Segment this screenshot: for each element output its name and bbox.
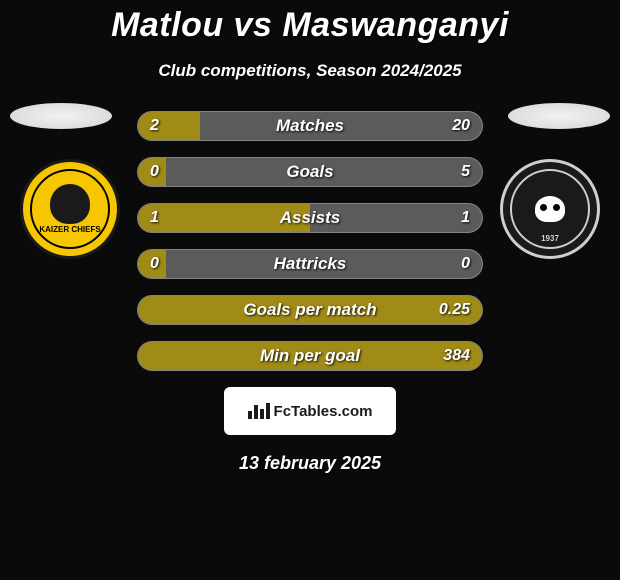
stat-bar-left-value: 2 — [150, 112, 159, 140]
stat-bar-right-value: 0 — [461, 250, 470, 278]
source-badge: FcTables.com — [224, 387, 396, 435]
stat-bar: Goals per match0.25 — [137, 295, 483, 325]
comparison-date: 13 february 2025 — [0, 453, 620, 474]
stat-bar: Min per goal384 — [137, 341, 483, 371]
stat-bar-right-value: 0.25 — [439, 296, 470, 324]
source-badge-text: FcTables.com — [274, 403, 373, 420]
shadow-ellipse-right — [508, 103, 610, 129]
fctables-logo-icon — [248, 403, 270, 419]
team-crest-right: 1937 — [500, 159, 600, 259]
stat-bar-label: Hattricks — [138, 250, 482, 278]
crest-right-inner: 1937 — [510, 169, 590, 249]
skull-icon — [535, 196, 565, 222]
stat-bar: Assists1 1 — [137, 203, 483, 233]
chief-head-icon — [50, 184, 90, 224]
stat-bar-label: Min per goal — [138, 342, 482, 370]
stat-bar-right-value: 1 — [461, 204, 470, 232]
team-crest-left: KAIZER CHIEFS — [20, 159, 120, 259]
shadow-ellipse-left — [10, 103, 112, 129]
stat-bar-right-value: 384 — [443, 342, 470, 370]
stat-bar-right-value: 20 — [452, 112, 470, 140]
crest-right-year: 1937 — [541, 234, 559, 243]
stat-bar-label: Matches — [138, 112, 482, 140]
subtitle: Club competitions, Season 2024/2025 — [0, 61, 620, 81]
stat-bar: Hattricks0 0 — [137, 249, 483, 279]
page-title: Matlou vs Maswanganyi — [0, 6, 620, 45]
comparison-stage: KAIZER CHIEFS 1937 Matches220Goals05Assi… — [0, 111, 620, 371]
stat-bar-right-value: 5 — [461, 158, 470, 186]
stat-bars: Matches220Goals05Assists11Hattricks00Goa… — [137, 111, 483, 371]
stat-bar-label: Assists — [138, 204, 482, 232]
stat-bar: Goals0 5 — [137, 157, 483, 187]
stat-bar-label: Goals per match — [138, 296, 482, 324]
crest-left-label: KAIZER CHIEFS — [39, 226, 100, 234]
stat-bar-left-value: 0 — [150, 250, 159, 278]
stat-bar-label: Goals — [138, 158, 482, 186]
stat-bar-left-value: 1 — [150, 204, 159, 232]
crest-left-inner: KAIZER CHIEFS — [30, 169, 110, 249]
stat-bar-left-value: 0 — [150, 158, 159, 186]
stat-bar: Matches2 20 — [137, 111, 483, 141]
